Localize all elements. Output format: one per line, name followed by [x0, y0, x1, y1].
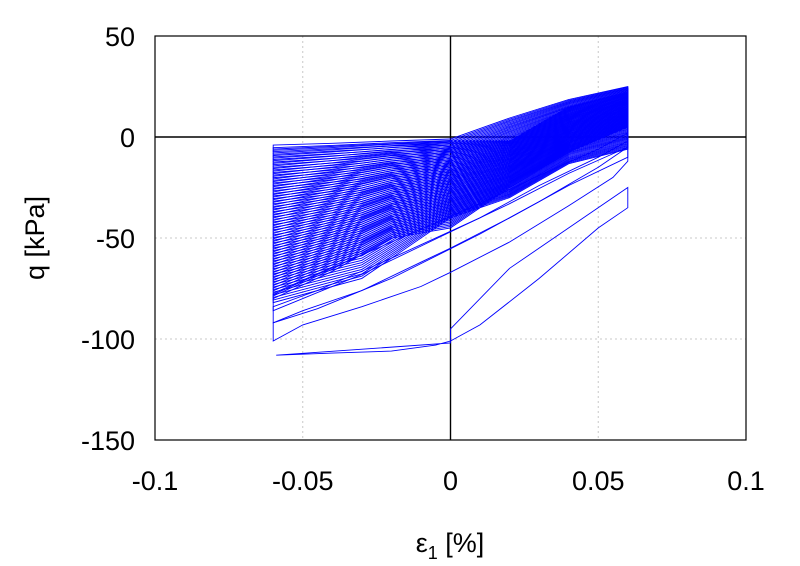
plot-frame: [154, 35, 747, 441]
x-tick-label: -0.1: [132, 466, 179, 496]
x-axis-label: ε1 [%]: [416, 528, 485, 563]
x-tick-label: -0.05: [272, 466, 334, 496]
data-series-loops: [272, 85, 629, 356]
x-axis-label-symbol: ε: [416, 528, 428, 558]
y-axis-label: q [kPa]: [20, 196, 50, 280]
y-tick-label: -100: [81, 325, 135, 355]
y-tick-label: 0: [120, 123, 135, 153]
hysteresis-loop: [276, 186, 629, 356]
x-axis-label-unit: [%]: [438, 528, 485, 558]
x-tick-label: 0.1: [727, 466, 765, 496]
x-tick-label: 0: [443, 466, 458, 496]
x-axis-label-subscript: 1: [428, 543, 438, 563]
hysteresis-loop: [272, 85, 629, 150]
x-tick-labels: -0.1 -0.05 0 0.05 0.1: [132, 466, 765, 496]
y-tick-label: 50: [105, 22, 135, 52]
y-tick-label: -50: [96, 224, 135, 254]
y-tick-label: -150: [81, 426, 135, 456]
y-tick-labels: -150 -100 -50 0 50: [81, 22, 135, 456]
zero-axis-lines: [155, 36, 746, 440]
x-tick-label: 0.05: [572, 466, 625, 496]
